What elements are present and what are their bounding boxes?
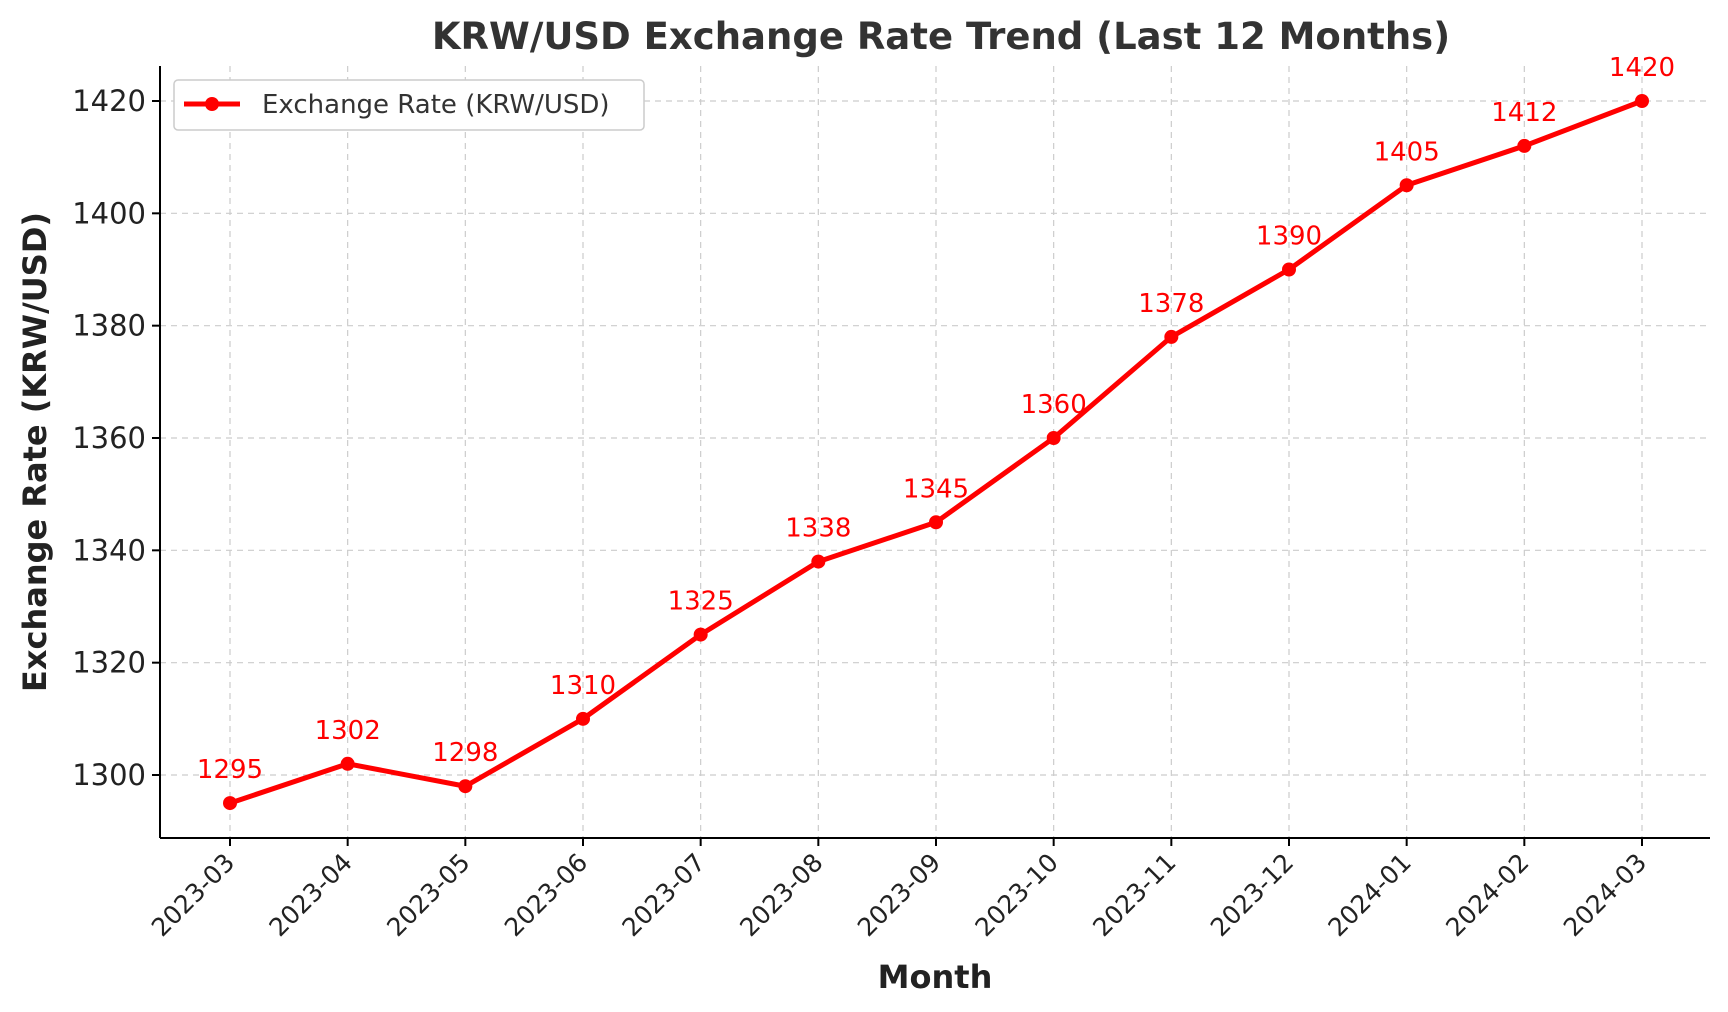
data-label: 1420 xyxy=(1609,53,1675,83)
y-tick-label: 1380 xyxy=(72,309,146,343)
x-tick-label: 2023-10 xyxy=(970,848,1064,942)
x-tick-label: 2024-03 xyxy=(1558,848,1652,942)
data-point xyxy=(458,779,473,794)
data-point xyxy=(929,515,943,530)
x-tick-label: 2023-03 xyxy=(146,848,240,942)
data-point xyxy=(1046,431,1061,445)
data-point xyxy=(693,627,708,642)
x-tick-label: 2023-04 xyxy=(264,848,358,942)
y-tick-label: 1400 xyxy=(72,196,146,230)
legend-marker-icon xyxy=(205,97,219,111)
data-point xyxy=(1164,329,1179,344)
x-tick-label: 2023-12 xyxy=(1205,848,1299,942)
data-label: 1302 xyxy=(315,716,381,746)
data-point xyxy=(576,711,590,726)
x-tick-label: 2023-07 xyxy=(617,848,711,942)
legend-box xyxy=(173,79,645,131)
data-label: 1360 xyxy=(1021,390,1087,420)
y-tick-label: 1340 xyxy=(72,533,146,567)
axes xyxy=(159,66,1710,839)
data-point xyxy=(1399,178,1414,193)
x-tick-label: 2023-11 xyxy=(1087,848,1181,942)
data-labels: 1295 1302 1298 1310 1325 1338 1345 1360 1378 1390… xyxy=(197,53,1675,785)
x-tick-label: 2023-05 xyxy=(381,848,475,942)
x-tick-label: 2023-09 xyxy=(852,848,946,942)
grid xyxy=(160,66,1710,838)
x-tick-label: 2023-08 xyxy=(734,848,828,942)
x-tick-label: 2024-02 xyxy=(1440,848,1534,942)
data-point xyxy=(1635,94,1649,108)
chart-title: KRW/USD Exchange Rate Trend (Last 12 Mon… xyxy=(432,15,1450,58)
data-point xyxy=(1282,262,1296,277)
x-tick-label: 2023-06 xyxy=(499,848,593,942)
y-tick-label: 1300 xyxy=(72,758,146,792)
legend: Exchange Rate (KRW/USD) xyxy=(173,79,645,131)
x-ticks: 2023-03 2023-04 2023-05 2023-06 2023-07 2023-… xyxy=(146,838,1652,942)
data-label: 1298 xyxy=(432,738,498,768)
data-label: 1390 xyxy=(1256,222,1322,252)
data-point xyxy=(811,554,826,569)
data-label: 1345 xyxy=(903,474,969,504)
data-label: 1310 xyxy=(550,671,616,701)
y-tick-label: 1420 xyxy=(72,84,146,118)
series xyxy=(223,94,1649,811)
x-axis-label: Month xyxy=(878,958,993,996)
y-tick-label: 1320 xyxy=(72,646,146,680)
x-tick-label: 2024-01 xyxy=(1323,848,1417,942)
data-label: 1412 xyxy=(1491,98,1557,128)
data-point xyxy=(223,796,237,811)
y-tick-label: 1360 xyxy=(72,421,146,455)
data-label: 1338 xyxy=(785,514,851,544)
data-point xyxy=(340,756,355,771)
y-ticks: 1300 1320 1340 1360 1380 1400 1420 xyxy=(72,84,160,792)
data-label: 1405 xyxy=(1374,137,1440,167)
legend-label: Exchange Rate (KRW/USD) xyxy=(262,90,610,120)
data-point xyxy=(1517,138,1532,153)
y-axis-label: Exchange Rate (KRW/USD) xyxy=(16,212,54,692)
data-label: 1325 xyxy=(668,587,734,617)
data-label: 1295 xyxy=(197,755,263,785)
data-label: 1378 xyxy=(1138,289,1204,319)
